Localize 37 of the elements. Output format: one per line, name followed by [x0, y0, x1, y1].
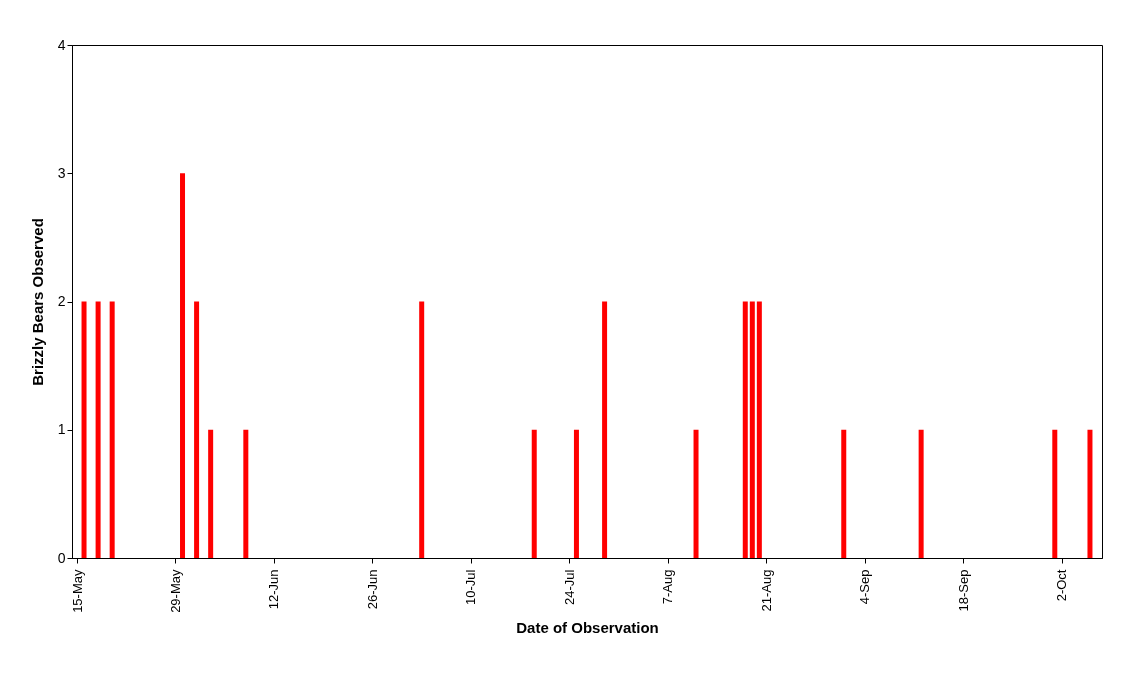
bar	[1087, 429, 1093, 558]
bar	[208, 429, 214, 558]
y-tick-label: 4	[57, 36, 66, 53]
bar	[1052, 429, 1058, 558]
x-tick-label: 2-Oct	[1054, 569, 1070, 602]
y-axis-title: Brizzly Bears Observed	[28, 218, 46, 386]
bar	[243, 429, 249, 558]
bar	[573, 429, 579, 558]
bar	[602, 301, 608, 558]
y-tick-label: 2	[57, 293, 66, 309]
x-tick-label: 26-Jun	[364, 569, 380, 610]
bar	[531, 429, 537, 558]
x-tick-label: 10-Jul	[463, 569, 479, 605]
x-tick-label: 29-May	[167, 569, 183, 613]
x-axis-title: Date of Observation	[516, 618, 659, 636]
y-tick-label: 0	[57, 549, 66, 566]
x-tick-label: 18-Sep	[955, 569, 971, 612]
bar	[749, 301, 755, 558]
y-tick-label: 1	[57, 421, 66, 438]
bar	[918, 429, 924, 558]
x-tick-label: 24-Jul	[561, 569, 577, 605]
bar	[81, 301, 87, 558]
bar	[109, 301, 115, 558]
x-tick-label: 4-Sep	[857, 569, 873, 605]
x-tick-label: 21-Aug	[758, 569, 774, 612]
bar	[693, 429, 699, 558]
bar	[95, 301, 101, 558]
bar	[841, 429, 847, 558]
x-tick-label: 12-Jun	[266, 569, 282, 610]
bar	[742, 301, 748, 558]
x-tick-label: 15-May	[69, 569, 85, 613]
bar	[419, 301, 425, 558]
bar	[756, 301, 762, 558]
bar	[194, 301, 200, 558]
x-tick-label: 7-Aug	[660, 569, 676, 605]
y-tick-label: 3	[57, 164, 66, 181]
bar	[180, 173, 186, 558]
